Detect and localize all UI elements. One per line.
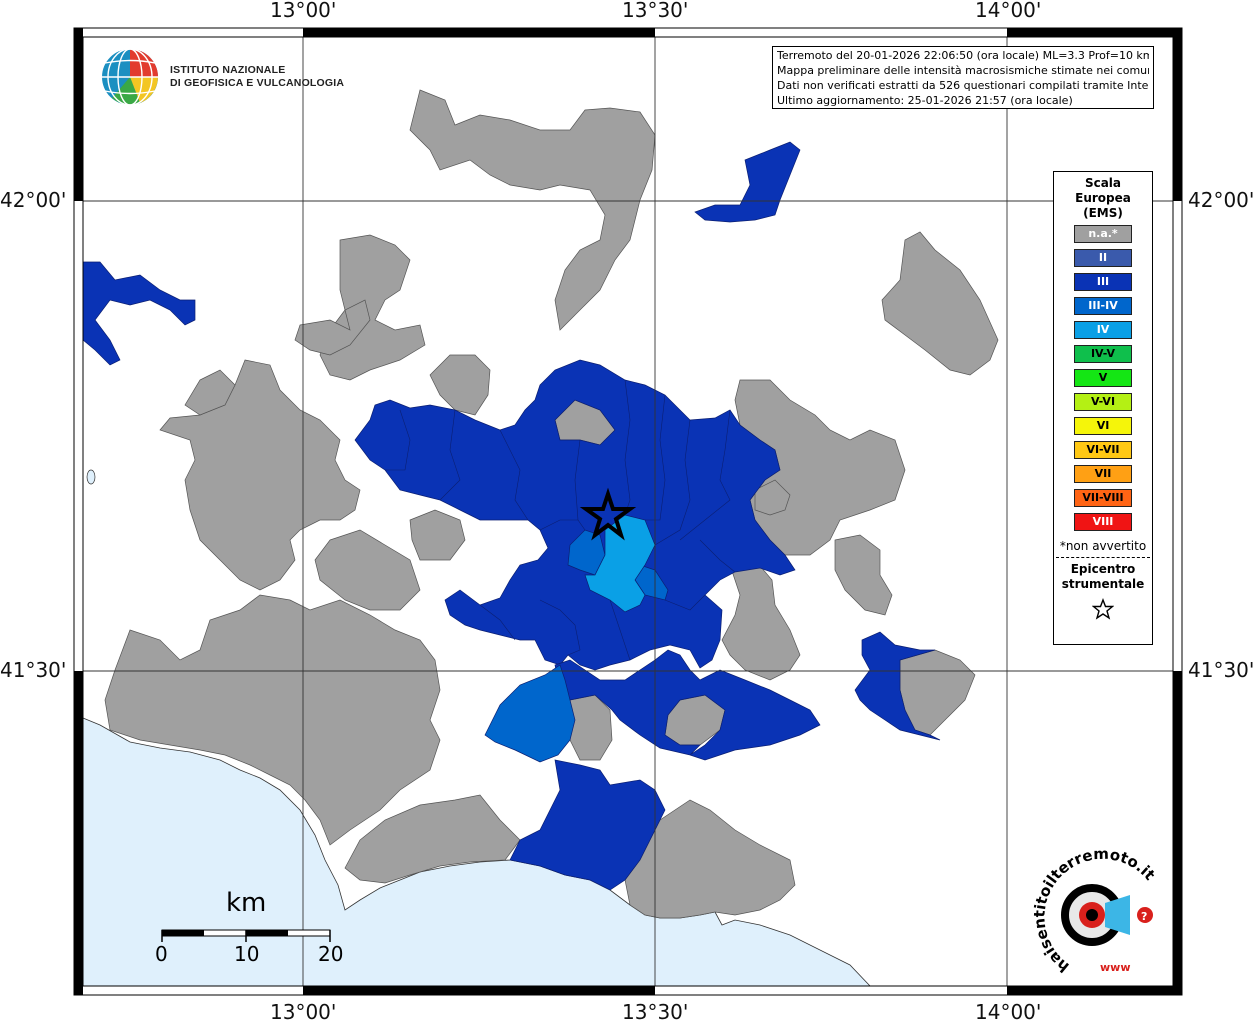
iii-iv-municipalities <box>484 529 669 763</box>
legend-item: II <box>1074 249 1132 267</box>
institute-name: ISTITUTO NAZIONALE DI GEOFISICA E VULCAN… <box>170 64 344 90</box>
sea-area <box>82 717 871 987</box>
brand-text: haisentitoilterremoto.it <box>1030 845 1158 976</box>
info-line-2: Mappa preliminare delle intensità macros… <box>777 64 1149 77</box>
ems-legend: Scala Europea (EMS) n.a.* II III III-IV IV IV… <box>1053 171 1153 645</box>
iv-municipalities <box>584 514 656 613</box>
scale-label-0: 0 <box>155 942 168 966</box>
coord-right-4200: 42°00' <box>1188 188 1255 212</box>
legend-epicenter-2: strumentale <box>1061 577 1145 591</box>
legend-item: VI <box>1074 417 1132 435</box>
legend-title-2: Europea <box>1075 191 1131 205</box>
institute-line-2: DI GEOFISICA E VULCANOLOGIA <box>170 77 345 89</box>
coord-bottom-1330: 13°30' <box>622 1000 689 1024</box>
legend-item: VIII <box>1074 513 1132 531</box>
legend-title-1: Scala <box>1084 176 1122 190</box>
coord-top-1330: 13°30' <box>622 0 689 22</box>
lake <box>86 469 96 485</box>
iii-municipalities <box>82 141 941 891</box>
legend-item: III-IV <box>1074 297 1132 315</box>
brand-www: www <box>1100 961 1131 974</box>
coord-right-4130: 41°30' <box>1188 658 1255 682</box>
legend-item: III <box>1074 273 1132 291</box>
info-line-3: Dati non verificati estratti da 526 ques… <box>777 79 1149 92</box>
legend-item: IV <box>1074 321 1132 339</box>
map-area <box>82 37 1173 987</box>
legend-star-icon <box>1054 598 1152 624</box>
legend-epicenter-1: Epicentro <box>1070 562 1136 576</box>
info-line-1: Terremoto del 20-01-2026 22:06:50 (ora l… <box>777 49 1149 62</box>
ingv-logo <box>102 48 158 106</box>
legend-title-3: (EMS) <box>1083 206 1123 220</box>
epicenter-star <box>579 487 637 541</box>
scale-label-10: 10 <box>234 942 260 966</box>
scale-unit: km <box>226 888 267 918</box>
scale-bar <box>161 929 331 942</box>
na-municipalities <box>104 89 999 919</box>
legend-item: VII <box>1074 465 1132 483</box>
legend-item: VI-VII <box>1074 441 1132 459</box>
coord-top-1400: 14°00' <box>975 0 1042 22</box>
map-frame <box>73 27 1183 996</box>
coord-left-4130: 41°30' <box>0 658 67 682</box>
svg-text:?: ? <box>1141 910 1147 923</box>
haisentito-text: haisentitoilterremoto.it www <box>1030 845 1158 976</box>
graticule <box>83 37 1173 986</box>
info-line-4: Ultimo aggiornamento: 25-01-2026 21:57 (… <box>777 94 1073 107</box>
legend-separator <box>1056 557 1150 558</box>
institute-line-1: ISTITUTO NAZIONALE <box>170 64 286 76</box>
coord-left-4200: 42°00' <box>0 188 67 212</box>
event-info-box: Terremoto del 20-01-2026 22:06:50 (ora l… <box>772 46 1154 109</box>
coord-bottom-1400: 14°00' <box>975 1000 1042 1024</box>
haisentito-logo: ? <box>1050 865 1153 965</box>
svg-text:haisentitoilterremoto.it: haisentitoilterremoto.it <box>1030 845 1158 976</box>
coord-top-1300: 13°00' <box>270 0 337 22</box>
legend-note: *non avvertito <box>1059 539 1147 553</box>
legend-item: n.a.* <box>1074 225 1132 243</box>
legend-item: V <box>1074 369 1132 387</box>
coord-bottom-1300: 13°00' <box>270 1000 337 1024</box>
legend-title: Scala Europea (EMS) <box>1054 176 1152 221</box>
legend-item: IV-V <box>1074 345 1132 363</box>
legend-epicenter: Epicentro strumentale <box>1054 562 1152 592</box>
legend-items: n.a.* II III III-IV IV IV-V V V-VI VI VI-VII VII VI… <box>1054 225 1152 531</box>
legend-item: V-VI <box>1074 393 1132 411</box>
legend-item: VII-VIII <box>1074 489 1132 507</box>
scale-label-20: 20 <box>318 942 344 966</box>
